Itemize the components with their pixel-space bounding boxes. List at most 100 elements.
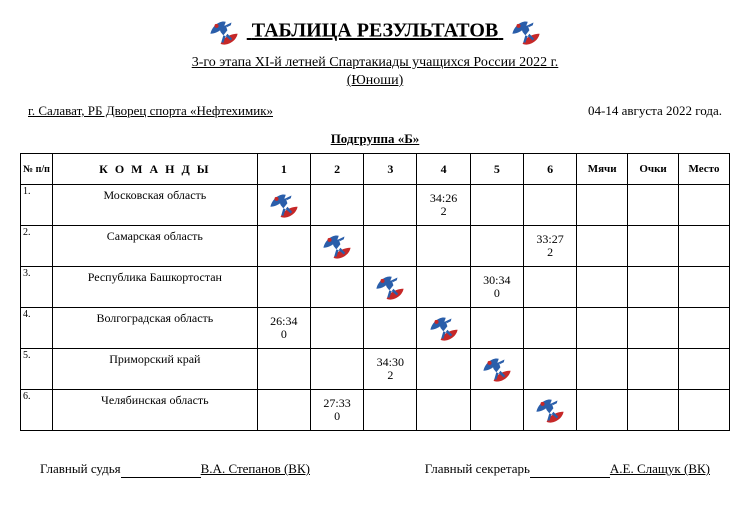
team-name: Республика Башкортостан xyxy=(52,267,257,308)
score-cell: 30:340 xyxy=(470,267,523,308)
diagonal-cell xyxy=(257,185,310,226)
col-num: № п/п xyxy=(21,154,53,185)
col-goals: Мячи xyxy=(577,154,628,185)
empty-cell xyxy=(364,226,417,267)
empty-cell xyxy=(523,349,576,390)
stat-cell xyxy=(577,308,628,349)
empty-cell xyxy=(417,390,470,431)
col-1: 1 xyxy=(257,154,310,185)
score-cell: 34:262 xyxy=(417,185,470,226)
col-team: К О М А Н Д Ы xyxy=(52,154,257,185)
handball-logo-icon xyxy=(373,270,407,304)
secretary-name: А.Е. Слащук (ВК) xyxy=(610,461,710,476)
stat-cell xyxy=(577,226,628,267)
venue-text: г. Салават, РБ Дворец спорта «Нефтехимик… xyxy=(28,103,273,119)
stat-cell xyxy=(679,185,730,226)
handball-logo-icon xyxy=(207,15,241,49)
team-name: Приморский край xyxy=(52,349,257,390)
empty-cell xyxy=(523,185,576,226)
empty-cell xyxy=(523,267,576,308)
empty-cell xyxy=(417,267,470,308)
row-num: 4. xyxy=(21,308,53,349)
row-num: 1. xyxy=(21,185,53,226)
col-6: 6 xyxy=(523,154,576,185)
group-title: Подгруппа «Б» xyxy=(20,131,730,147)
team-name: Челябинская область xyxy=(52,390,257,431)
row-num: 6. xyxy=(21,390,53,431)
diagonal-cell xyxy=(523,390,576,431)
handball-logo-icon xyxy=(320,229,354,263)
stat-cell xyxy=(679,308,730,349)
table-row: 5.Приморский край 34:302 xyxy=(21,349,730,390)
stat-cell xyxy=(679,226,730,267)
handball-logo-icon xyxy=(509,15,543,49)
team-name: Волгоградская область xyxy=(52,308,257,349)
col-2: 2 xyxy=(310,154,363,185)
handball-logo-icon xyxy=(427,311,461,345)
empty-cell xyxy=(257,226,310,267)
title-text: ТАБЛИЦА РЕЗУЛЬТАТОВ xyxy=(252,20,499,42)
row-num: 3. xyxy=(21,267,53,308)
stat-cell xyxy=(577,390,628,431)
subtitle-line2: (Юноши) xyxy=(20,73,730,89)
empty-cell xyxy=(470,226,523,267)
empty-cell xyxy=(364,308,417,349)
col-points: Очки xyxy=(628,154,679,185)
empty-cell xyxy=(417,226,470,267)
empty-cell xyxy=(470,185,523,226)
empty-cell xyxy=(310,267,363,308)
empty-cell xyxy=(257,349,310,390)
stat-cell xyxy=(628,267,679,308)
empty-cell xyxy=(364,185,417,226)
handball-logo-icon xyxy=(533,393,567,427)
judge-name: В.А. Степанов (ВК) xyxy=(201,461,310,476)
score-cell: 27:330 xyxy=(310,390,363,431)
empty-cell xyxy=(470,390,523,431)
table-row: 6.Челябинская область 27:330 xyxy=(21,390,730,431)
score-cell: 34:302 xyxy=(364,349,417,390)
stat-cell xyxy=(628,308,679,349)
results-table: № п/п К О М А Н Д Ы 1 2 3 4 5 6 Мячи Очк… xyxy=(20,153,730,431)
table-row: 3.Республика Башкортостан 30:340 xyxy=(21,267,730,308)
stat-cell xyxy=(577,185,628,226)
diagonal-cell xyxy=(417,308,470,349)
judge-label: Главный судья xyxy=(40,461,121,476)
team-name: Самарская область xyxy=(52,226,257,267)
empty-cell xyxy=(364,390,417,431)
secretary-signature: Главный секретарь А.Е. Слащук (ВК) xyxy=(425,461,710,478)
score-cell: 26:340 xyxy=(257,308,310,349)
empty-cell xyxy=(417,349,470,390)
judge-signature: Главный судья В.А. Степанов (ВК) xyxy=(40,461,310,478)
team-name: Московская область xyxy=(52,185,257,226)
col-5: 5 xyxy=(470,154,523,185)
stat-cell xyxy=(628,390,679,431)
stat-cell xyxy=(577,349,628,390)
empty-cell xyxy=(257,267,310,308)
score-cell: 33:272 xyxy=(523,226,576,267)
table-row: 1.Московская область 34:262 xyxy=(21,185,730,226)
stat-cell xyxy=(628,185,679,226)
empty-cell xyxy=(310,349,363,390)
stat-cell xyxy=(628,349,679,390)
empty-cell xyxy=(523,308,576,349)
stat-cell xyxy=(577,267,628,308)
row-num: 5. xyxy=(21,349,53,390)
diagonal-cell xyxy=(310,226,363,267)
handball-logo-icon xyxy=(267,188,301,222)
diagonal-cell xyxy=(364,267,417,308)
col-place: Место xyxy=(679,154,730,185)
row-num: 2. xyxy=(21,226,53,267)
empty-cell xyxy=(310,308,363,349)
empty-cell xyxy=(310,185,363,226)
col-4: 4 xyxy=(417,154,470,185)
empty-cell xyxy=(470,308,523,349)
subtitle-line1: 3-го этапа XI-й летней Спартакиады учащи… xyxy=(20,55,730,71)
stat-cell xyxy=(679,267,730,308)
page-title: ТАБЛИЦА РЕЗУЛЬТАТОВ xyxy=(20,15,730,49)
stat-cell xyxy=(679,390,730,431)
col-3: 3 xyxy=(364,154,417,185)
handball-logo-icon xyxy=(480,352,514,386)
secretary-label: Главный секретарь xyxy=(425,461,530,476)
table-row: 2.Самарская область 33:272 xyxy=(21,226,730,267)
stat-cell xyxy=(628,226,679,267)
